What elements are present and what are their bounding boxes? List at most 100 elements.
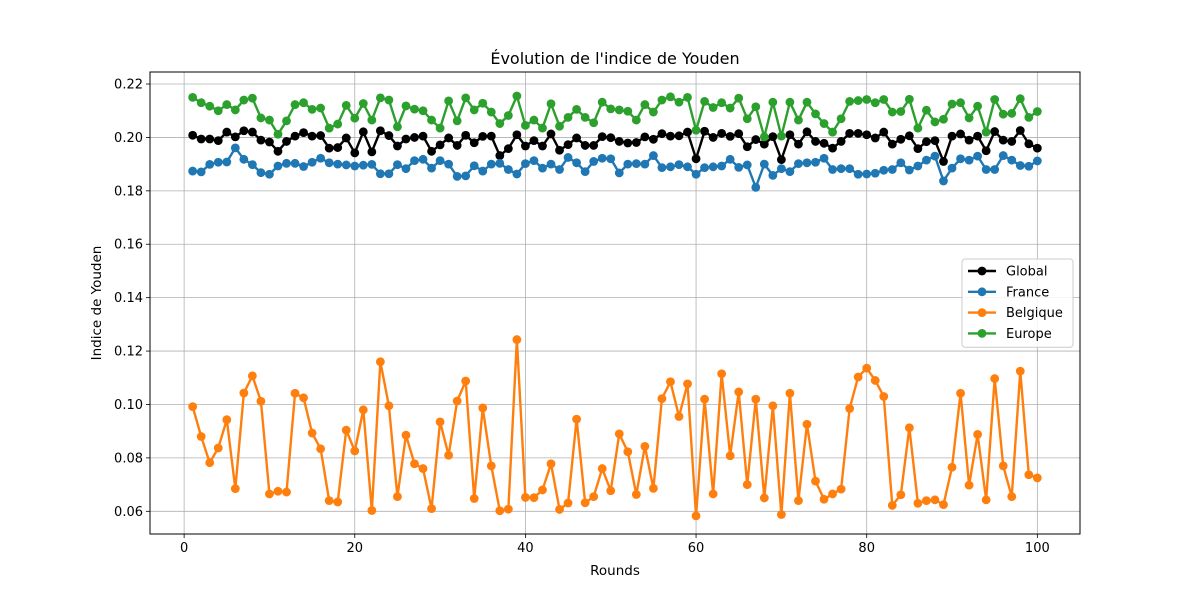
data-point-europe (691, 125, 701, 135)
data-point-global (358, 127, 368, 137)
data-point-belgique (401, 430, 411, 440)
data-point-global (998, 135, 1008, 145)
data-point-france (1007, 155, 1017, 165)
legend: Global France Belgique Europe (961, 258, 1074, 348)
data-point-belgique (717, 369, 727, 379)
data-point-belgique (1007, 492, 1017, 502)
data-point-belgique (947, 462, 957, 472)
data-point-france (887, 165, 897, 174)
legend-swatch-marker-global (977, 266, 987, 276)
data-point-global (256, 135, 266, 145)
data-point-global (538, 141, 547, 151)
data-point-global (410, 133, 419, 142)
data-point-europe (623, 106, 633, 116)
data-point-france (580, 167, 590, 177)
x-axis-title: Rounds (590, 563, 640, 579)
data-point-europe (828, 127, 837, 137)
data-point-belgique (444, 450, 454, 460)
data-point-belgique (887, 501, 897, 510)
data-point-france (674, 160, 684, 170)
data-point-global (904, 131, 914, 141)
data-point-belgique (802, 419, 812, 429)
data-point-europe (785, 97, 795, 107)
data-point-france (700, 163, 709, 173)
data-point-global (572, 133, 582, 143)
data-point-global (973, 131, 983, 141)
data-point-belgique (461, 376, 471, 386)
data-point-global (640, 132, 650, 142)
data-point-belgique (973, 429, 983, 439)
data-point-belgique (785, 388, 795, 398)
data-point-belgique (981, 495, 991, 505)
y-tick-label: 0.08 (114, 451, 143, 466)
data-point-france (299, 162, 308, 171)
data-point-belgique (794, 496, 803, 506)
data-point-france (196, 167, 206, 177)
data-point-global (742, 142, 752, 152)
data-point-france (1032, 156, 1042, 166)
data-point-global (580, 141, 590, 150)
data-point-global (418, 131, 428, 141)
data-point-belgique (1032, 473, 1042, 483)
data-point-europe (1032, 107, 1042, 116)
data-point-europe (469, 105, 479, 115)
data-point-france (324, 158, 334, 168)
data-point-france (819, 153, 829, 163)
data-point-global (478, 131, 488, 141)
data-point-global (546, 129, 556, 139)
data-point-belgique (751, 394, 761, 404)
x-tick-label: 0 (180, 541, 188, 556)
data-point-global (316, 131, 326, 140)
data-point-europe (887, 107, 897, 117)
data-point-belgique (546, 459, 556, 469)
data-point-belgique (879, 392, 889, 401)
data-point-global (452, 141, 462, 150)
data-point-global (802, 127, 812, 137)
data-point-europe (879, 95, 889, 104)
data-point-europe (401, 101, 411, 111)
data-point-europe (768, 97, 778, 107)
data-point-france (623, 159, 633, 169)
data-point-france (725, 154, 735, 164)
data-point-belgique (563, 498, 573, 508)
data-point-france (461, 171, 471, 181)
data-point-belgique (862, 363, 872, 373)
data-point-france (213, 157, 223, 167)
data-point-europe (307, 104, 317, 114)
data-point-global (896, 134, 906, 144)
data-point-france (290, 158, 300, 168)
data-point-europe (956, 98, 965, 108)
data-point-europe (981, 127, 991, 137)
data-point-belgique (580, 498, 590, 508)
data-point-europe (674, 97, 684, 107)
data-point-europe (230, 105, 240, 115)
x-tick-label: 60 (688, 541, 705, 556)
data-point-belgique (529, 493, 539, 503)
data-point-france (427, 163, 436, 173)
data-point-belgique (316, 444, 326, 454)
y-axis-title: Indice de Youden (89, 246, 105, 361)
data-point-global (401, 134, 411, 144)
data-point-global (964, 135, 974, 145)
data-point-france (333, 159, 343, 169)
data-point-europe (708, 103, 718, 112)
data-point-belgique (486, 461, 496, 471)
data-point-europe (495, 119, 505, 128)
y-tick-label: 0.14 (114, 291, 143, 306)
data-point-global (700, 126, 709, 136)
data-point-global (717, 129, 727, 138)
data-point-global (922, 137, 931, 147)
data-point-belgique (213, 443, 223, 453)
data-point-france (640, 159, 650, 169)
data-point-europe (853, 96, 863, 105)
data-point-global (785, 130, 795, 140)
data-point-global (427, 146, 436, 156)
data-point-france (913, 161, 923, 171)
data-point-belgique (222, 415, 232, 425)
data-point-europe (794, 115, 803, 125)
legend-swatch-marker-europe (977, 329, 987, 338)
x-tick-label: 40 (517, 541, 534, 556)
data-point-belgique (265, 489, 274, 499)
data-point-global (759, 139, 769, 149)
series-europe (188, 91, 1042, 142)
